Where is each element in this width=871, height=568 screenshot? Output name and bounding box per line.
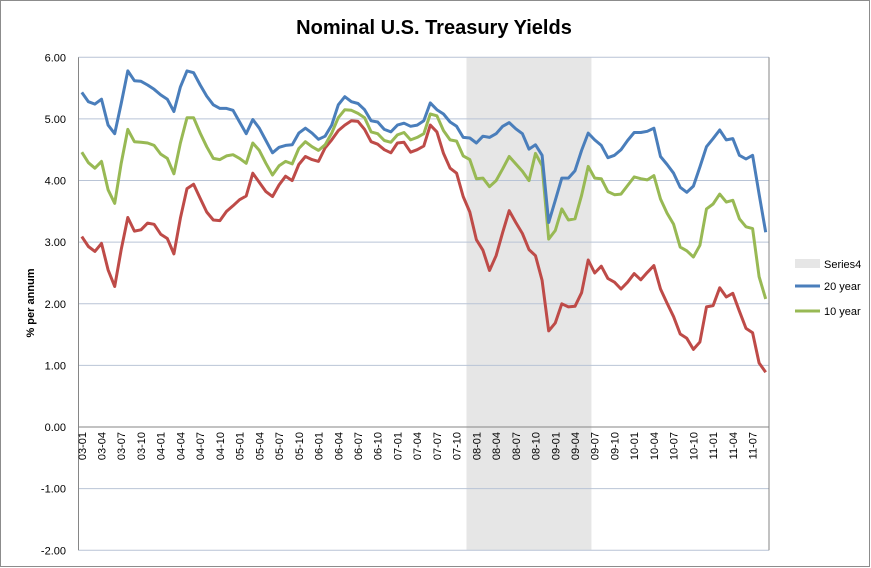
- y-tick-label: 6.00: [45, 52, 66, 64]
- y-tick-labels: -2.00 -1.00 0.00 1.00 2.00 3.00 4.00 5.00 6.00: [41, 52, 66, 557]
- x-tick-label: 07-04: [412, 432, 424, 460]
- y-tick-label: -1.00: [41, 484, 66, 496]
- x-tick-labels: 03-01 03-04 03-07 03-10 04-01 04-04 04-07 04-10…: [77, 432, 760, 460]
- x-tick-label: 10-07: [669, 432, 681, 460]
- x-tick-label: 07-01: [392, 432, 404, 460]
- x-tick-label: 06-04: [333, 432, 345, 460]
- series-lines: [80, 69, 768, 374]
- y-tick-label: 3.00: [45, 237, 66, 249]
- x-tick-label: 04-01: [156, 432, 168, 460]
- x-tick-label: 04-04: [175, 432, 187, 460]
- x-tick-label: 05-07: [274, 432, 286, 460]
- x-tick-label: 11-07: [748, 432, 760, 459]
- y-tick-label: 1.00: [45, 360, 66, 372]
- x-tick-label: 08-01: [471, 432, 483, 460]
- series-line-unnamed: [80, 119, 767, 374]
- x-tick-label: 08-04: [491, 432, 503, 460]
- y-axis-label: % per annum: [25, 268, 37, 337]
- x-tick-label: 04-10: [215, 432, 227, 460]
- series-line-20-year: [80, 69, 768, 233]
- x-tick-label: 09-01: [550, 432, 562, 460]
- x-tick-label: 11-04: [728, 432, 740, 459]
- x-tick-label: 11-01: [708, 432, 720, 459]
- x-tick-label: 09-04: [570, 432, 582, 460]
- x-tick-label: 07-10: [452, 432, 464, 460]
- x-tick-label: 04-07: [195, 432, 207, 460]
- legend-label-10-year: 10 year: [824, 306, 861, 318]
- x-tick-label: 07-07: [432, 432, 444, 460]
- legend-swatch-series4: [795, 259, 820, 268]
- x-tick-label: 10-04: [649, 432, 661, 460]
- x-tick-label: 03-01: [77, 432, 89, 460]
- chart-title: Nominal U.S. Treasury Yields: [296, 17, 572, 39]
- x-tick-label: 09-07: [590, 432, 602, 460]
- x-tick-label: 05-04: [254, 432, 266, 460]
- y-tick-label: 2.00: [45, 299, 66, 311]
- legend-label-20-year: 20 year: [824, 281, 861, 293]
- x-tick-label: 08-07: [511, 432, 523, 460]
- y-tick-label: 0.00: [45, 422, 66, 434]
- x-tick-label: 06-01: [314, 432, 326, 460]
- x-tick-label: 08-10: [531, 432, 543, 460]
- series-line-10-year: [80, 108, 768, 300]
- x-tick-label: 05-10: [294, 432, 306, 460]
- y-tick-label: 5.00: [45, 114, 66, 126]
- x-tick-label: 09-10: [609, 432, 621, 460]
- x-tick-label: 10-01: [629, 432, 641, 460]
- x-tick-label: 03-10: [136, 432, 148, 460]
- x-tick-label: 03-04: [97, 432, 109, 460]
- x-tick-label: 10-10: [688, 432, 700, 460]
- legend-label-series4: Series4: [824, 259, 861, 271]
- y-tick-label: 4.00: [45, 176, 66, 188]
- y-tick-label: -2.00: [41, 545, 66, 557]
- x-tick-label: 05-01: [235, 432, 247, 460]
- x-tick-label: 06-07: [353, 432, 365, 460]
- x-tick-label: 03-07: [116, 432, 128, 460]
- x-tick-label: 06-10: [373, 432, 385, 460]
- legend: Series4 20 year 10 year: [795, 259, 861, 318]
